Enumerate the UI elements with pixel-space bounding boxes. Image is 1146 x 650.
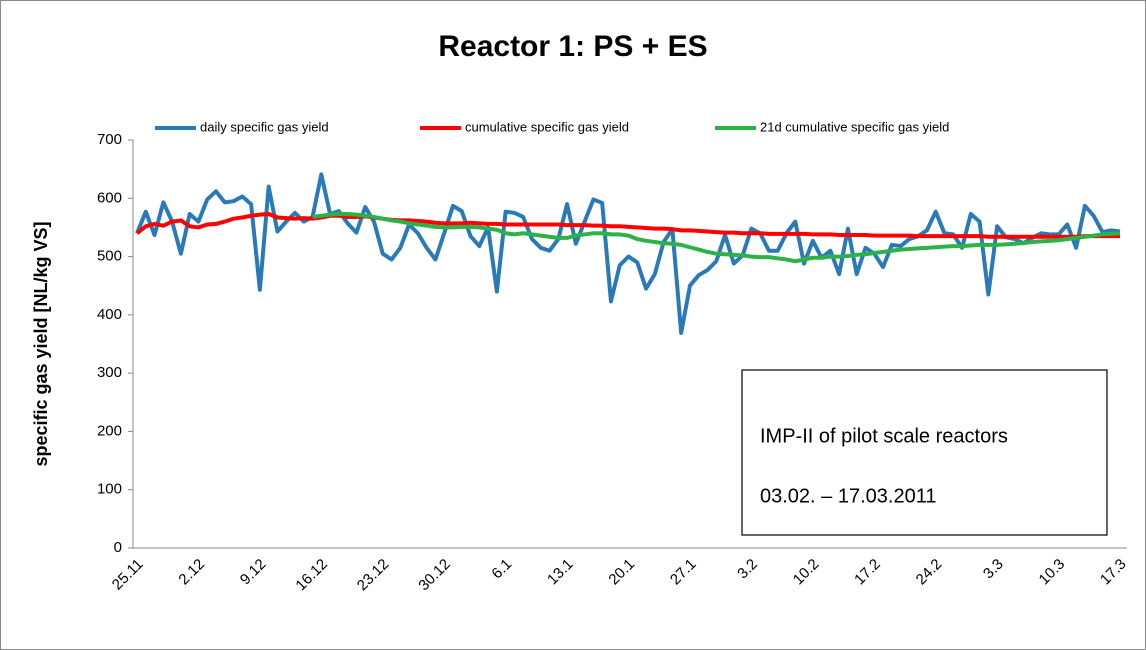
annotation: 03.02. – 17.03.2011 <box>760 485 936 507</box>
legend-label: daily specific gas yield <box>200 119 329 134</box>
series-line <box>135 212 1120 239</box>
y-tick-label: 100 <box>97 481 122 498</box>
y-tick-label: 700 <box>97 131 122 148</box>
y-tick-label: 0 <box>114 539 122 556</box>
y-tick-label: 400 <box>97 306 122 323</box>
y-tick-label: 200 <box>97 422 122 439</box>
legend-label: cumulative specific gas yield <box>465 119 629 134</box>
legend-label: 21d cumulative specific gas yield <box>760 119 949 134</box>
y-axis-label: specific gas yield [NL/kg VS] <box>31 221 51 466</box>
chart-title: Reactor 1: PS + ES <box>438 30 707 63</box>
annotation-box <box>741 369 1108 536</box>
y-tick-label: 600 <box>97 189 122 206</box>
series-line <box>312 212 1121 264</box>
annotation: IMP-II of pilot scale reactors <box>760 425 1008 447</box>
y-tick-label: 300 <box>97 364 122 381</box>
y-tick-label: 500 <box>97 248 122 265</box>
